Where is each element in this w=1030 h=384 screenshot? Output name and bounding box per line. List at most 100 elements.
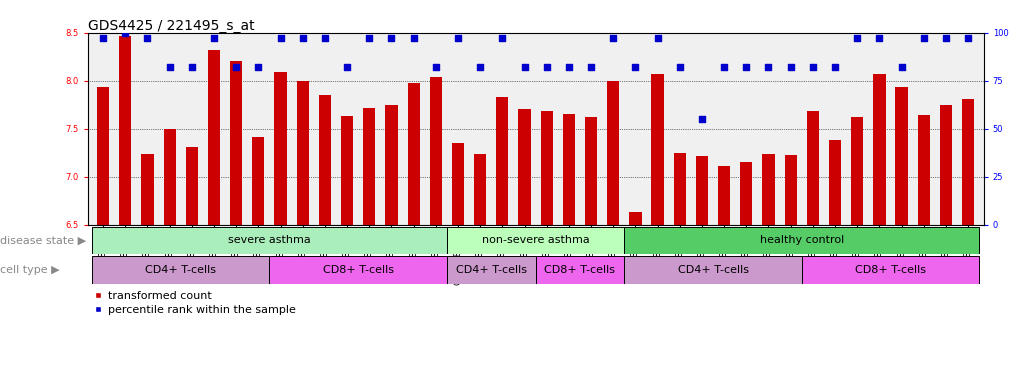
Bar xyxy=(962,99,974,225)
Text: CD8+ T-cells: CD8+ T-cells xyxy=(855,265,926,275)
Bar xyxy=(164,129,176,225)
Bar xyxy=(652,74,663,225)
Point xyxy=(206,35,222,41)
Bar xyxy=(741,162,753,225)
Point xyxy=(627,64,644,70)
Point xyxy=(937,35,954,41)
Bar xyxy=(119,36,132,225)
Point xyxy=(605,35,621,41)
Text: GDS4425 / 221495_s_at: GDS4425 / 221495_s_at xyxy=(88,19,254,33)
Bar xyxy=(92,227,447,254)
Bar xyxy=(430,77,442,225)
Point xyxy=(760,64,777,70)
Point xyxy=(539,64,555,70)
Bar xyxy=(496,97,509,225)
Point xyxy=(360,35,377,41)
Point xyxy=(783,64,799,70)
Point xyxy=(228,64,244,70)
Text: disease state ▶: disease state ▶ xyxy=(0,235,87,245)
Bar xyxy=(851,117,863,225)
Text: CD4+ T-cells: CD4+ T-cells xyxy=(678,265,749,275)
Point xyxy=(672,64,688,70)
Bar xyxy=(208,50,220,225)
Point xyxy=(739,64,755,70)
Point xyxy=(250,64,267,70)
Bar xyxy=(624,227,980,254)
Text: cell type ▶: cell type ▶ xyxy=(0,265,60,275)
Point xyxy=(804,64,821,70)
Bar xyxy=(562,114,575,225)
Bar xyxy=(447,256,536,284)
Point xyxy=(183,64,200,70)
Text: CD8+ T-cells: CD8+ T-cells xyxy=(322,265,393,275)
Bar xyxy=(447,227,624,254)
Point xyxy=(383,35,400,41)
Bar xyxy=(97,88,109,225)
Point xyxy=(139,35,156,41)
Point xyxy=(295,35,311,41)
Point xyxy=(316,35,333,41)
Text: CD4+ T-cells: CD4+ T-cells xyxy=(455,265,526,275)
Bar xyxy=(297,81,309,225)
Bar xyxy=(607,81,619,225)
Bar xyxy=(452,143,465,225)
Bar xyxy=(696,156,708,225)
Bar xyxy=(536,256,624,284)
Point xyxy=(827,64,844,70)
Bar xyxy=(718,166,730,225)
Bar xyxy=(939,105,952,225)
Bar xyxy=(364,108,375,225)
Bar xyxy=(408,83,419,225)
Point xyxy=(472,64,488,70)
Point xyxy=(583,64,599,70)
Bar xyxy=(252,137,265,225)
Point xyxy=(162,64,178,70)
Bar xyxy=(762,154,775,225)
Point xyxy=(960,35,976,41)
Point xyxy=(494,35,511,41)
Point xyxy=(560,64,577,70)
Bar xyxy=(385,105,398,225)
Point xyxy=(716,64,732,70)
Point xyxy=(694,116,711,122)
Bar xyxy=(474,154,486,225)
Point xyxy=(849,35,865,41)
Bar xyxy=(585,117,597,225)
Point xyxy=(893,64,909,70)
Bar xyxy=(141,154,153,225)
Text: CD4+ T-cells: CD4+ T-cells xyxy=(145,265,216,275)
Bar xyxy=(541,111,553,225)
Bar xyxy=(274,72,286,225)
Bar xyxy=(270,256,447,284)
Point xyxy=(916,35,932,41)
Bar xyxy=(318,95,331,225)
Point xyxy=(649,35,665,41)
Point xyxy=(516,64,533,70)
Text: healthy control: healthy control xyxy=(760,235,844,245)
Bar xyxy=(518,109,530,225)
Bar xyxy=(185,147,198,225)
Bar xyxy=(801,256,980,284)
Bar xyxy=(92,256,270,284)
Point xyxy=(406,35,422,41)
Text: non-severe asthma: non-severe asthma xyxy=(482,235,589,245)
Bar xyxy=(895,88,907,225)
Bar xyxy=(629,212,642,225)
Point xyxy=(427,64,444,70)
Bar xyxy=(230,61,242,225)
Bar xyxy=(873,74,886,225)
Bar xyxy=(806,111,819,225)
Point xyxy=(450,35,467,41)
Bar xyxy=(785,155,797,225)
Point xyxy=(95,35,111,41)
Bar xyxy=(918,115,930,225)
Text: severe asthma: severe asthma xyxy=(228,235,311,245)
Legend: transformed count, percentile rank within the sample: transformed count, percentile rank withi… xyxy=(93,291,296,315)
Bar xyxy=(624,256,801,284)
Text: CD8+ T-cells: CD8+ T-cells xyxy=(545,265,616,275)
Point xyxy=(272,35,288,41)
Point xyxy=(117,30,134,36)
Point xyxy=(339,64,355,70)
Bar xyxy=(341,116,353,225)
Point xyxy=(871,35,888,41)
